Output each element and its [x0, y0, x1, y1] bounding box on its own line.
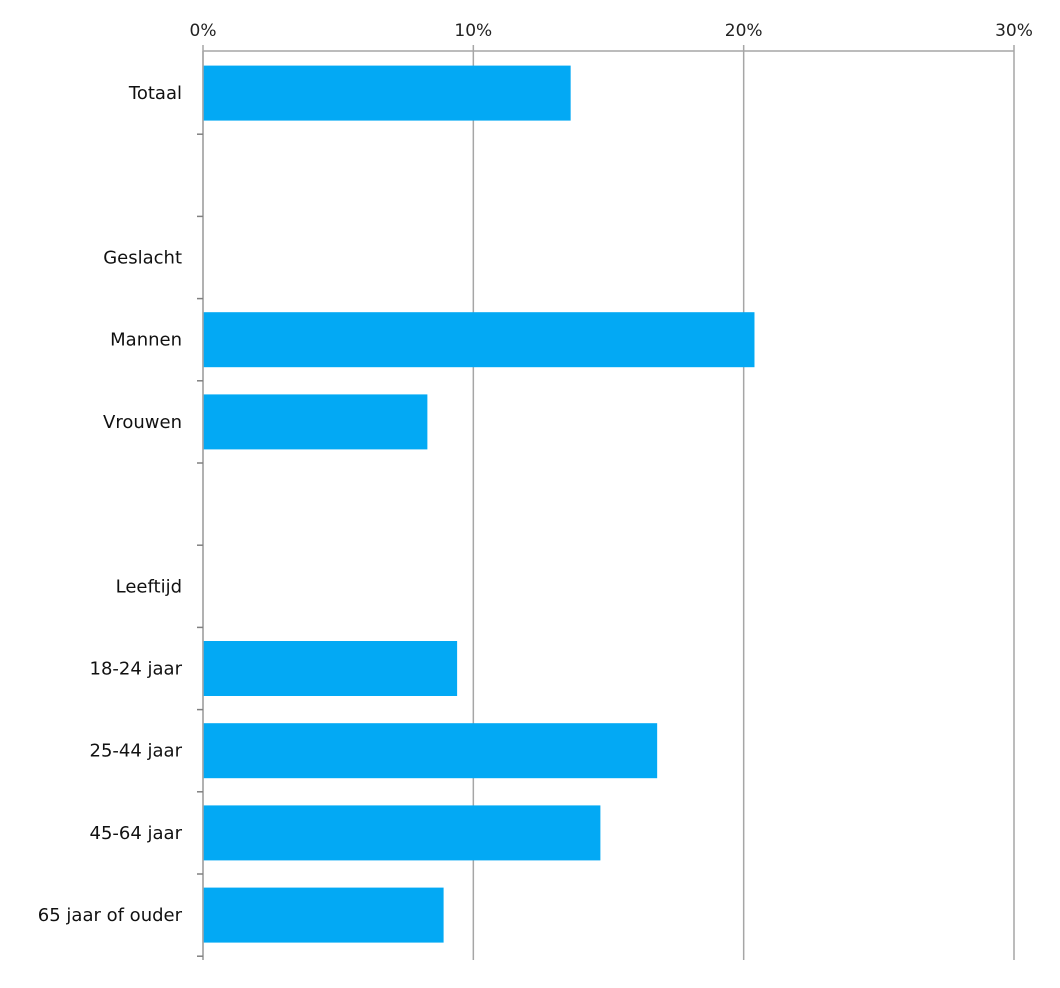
bar-45-64-jaar	[203, 805, 601, 861]
bar-18-24-jaar	[203, 641, 458, 696]
bar-vrouwen	[203, 394, 428, 450]
category-label: 65 jaar of ouder	[38, 905, 183, 926]
category-label: Mannen	[110, 330, 182, 351]
category-label: 18-24 jaar	[90, 659, 183, 680]
bar-65-jaar-of-ouder	[203, 887, 444, 943]
category-label: 45-64 jaar	[90, 823, 183, 844]
category-label: Totaal	[128, 83, 182, 104]
x-tick-label: 30%	[995, 21, 1033, 41]
x-tick-label: 0%	[190, 21, 217, 41]
category-label: Vrouwen	[103, 412, 182, 433]
bar-mannen	[203, 312, 755, 368]
category-label: Geslacht	[103, 248, 182, 269]
category-label: Leeftijd	[116, 576, 182, 597]
bar-totaal	[203, 65, 571, 121]
bar-25-44-jaar	[203, 723, 658, 779]
category-label: 25-44 jaar	[90, 741, 183, 762]
x-tick-label: 20%	[725, 21, 763, 41]
x-tick-label: 10%	[454, 21, 492, 41]
